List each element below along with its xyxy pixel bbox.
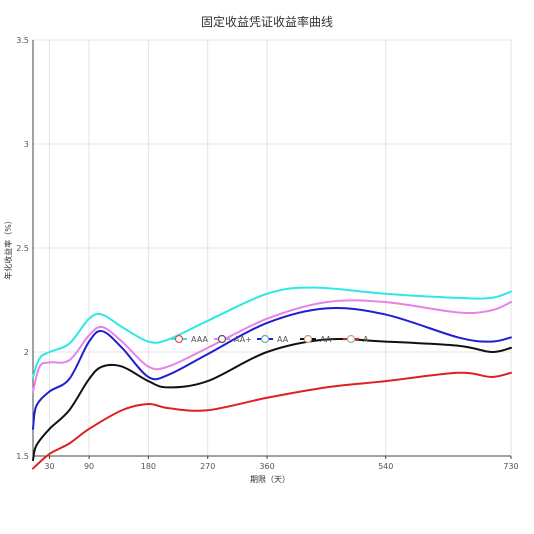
series-line-aa-plus (32, 299, 512, 393)
x-tick-label: 30 (44, 462, 54, 471)
x-tick-label: 540 (378, 462, 393, 471)
series-line-a (32, 371, 512, 470)
legend-marker-aaa (174, 334, 184, 344)
x-tick-label: 730 (503, 462, 518, 471)
series-line-aa-minus (32, 337, 512, 462)
legend-marker-aa-plus (217, 334, 227, 344)
series-line-aa (32, 306, 512, 430)
x-tick-label: 180 (141, 462, 156, 471)
y-axis-label: 年化收益率（%） (3, 216, 13, 280)
legend: AAA AA+ AA AA- A (171, 334, 369, 344)
grid (33, 39, 512, 457)
legend-label-aa-plus: AA+ (234, 335, 252, 344)
legend-label-a: A (363, 335, 369, 344)
legend-marker-aa (260, 334, 270, 344)
legend-marker-a (346, 334, 356, 344)
legend-label-aaa: AAA (191, 335, 208, 344)
legend-label-aa: AA (277, 335, 289, 344)
x-tick-label: 90 (84, 462, 94, 471)
series-line-aaa (32, 286, 512, 378)
chart-title: 固定收益凭证收益率曲线 (201, 14, 333, 29)
legend-marker-aa-minus (303, 334, 313, 344)
y-tick-label: 1.5 (16, 452, 29, 461)
axes: 1.5 2 2.5 3 3.5 30 90 180 270 360 540 730 (16, 36, 518, 471)
y-tick-label: 3.5 (16, 36, 29, 45)
x-tick-label: 360 (259, 462, 274, 471)
x-tick-label: 270 (200, 462, 215, 471)
y-tick-label: 2 (24, 348, 29, 357)
x-axis-label: 期限（天） (250, 475, 290, 484)
series-lines (32, 286, 512, 470)
y-tick-label: 2.5 (16, 244, 29, 253)
legend-label-aa-minus: AA- (320, 335, 334, 344)
y-tick-label: 3 (24, 140, 29, 149)
